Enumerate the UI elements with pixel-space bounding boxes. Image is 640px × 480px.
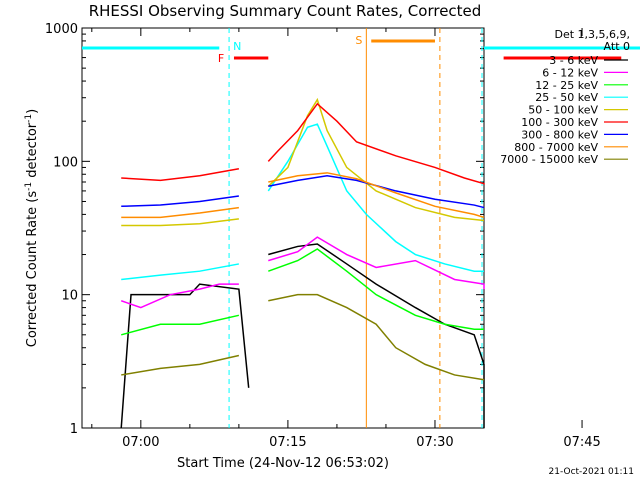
flare-flag-label: F bbox=[218, 52, 224, 65]
series-line bbox=[120, 283, 239, 309]
x-tick-label: 07:15 bbox=[269, 435, 306, 450]
legend-label: 50 - 100 keV bbox=[528, 104, 598, 117]
plot-frame bbox=[81, 27, 485, 429]
x-tick-label: 07:45 bbox=[563, 435, 600, 450]
chart-title: RHESSI Observing Summary Count Rates, Co… bbox=[89, 2, 482, 20]
night-flag-label: N bbox=[233, 40, 241, 53]
series-line bbox=[268, 236, 485, 290]
series-line bbox=[268, 172, 485, 219]
legend-header-2: Att 0 bbox=[604, 40, 630, 53]
legend-label: 100 - 300 keV bbox=[521, 116, 598, 129]
series-group bbox=[120, 97, 485, 429]
y-axis: 1 10 100 1000 bbox=[45, 22, 484, 437]
series-line bbox=[268, 293, 485, 381]
x-tick-label: 07:30 bbox=[416, 435, 453, 450]
y-label-part3: ) bbox=[25, 109, 40, 114]
series-line bbox=[268, 248, 484, 331]
y-tick-label: 10 bbox=[61, 289, 78, 304]
series-line bbox=[121, 167, 240, 182]
legend-label: 300 - 800 keV bbox=[521, 128, 598, 141]
series-line bbox=[267, 97, 485, 222]
series-line bbox=[267, 123, 484, 272]
legend-header-1: Det 1,3,5,6,9, bbox=[554, 28, 630, 41]
y-label-sup2: -1 bbox=[24, 114, 34, 123]
y-label-part1: Corrected Count Rate (s bbox=[25, 191, 40, 348]
x-axis-label: Start Time (24-Nov-12 06:53:02) bbox=[177, 456, 389, 471]
series-line bbox=[267, 102, 485, 185]
series-line bbox=[121, 195, 239, 208]
y-label-sup1: -1 bbox=[24, 182, 34, 191]
legend-label: 3 - 6 keV bbox=[549, 54, 598, 67]
legend-label: 6 - 12 keV bbox=[542, 66, 598, 79]
series-line bbox=[121, 206, 239, 219]
legend-label: 7000 - 15000 keV bbox=[500, 153, 598, 166]
y-tick-label: 1000 bbox=[45, 22, 78, 37]
status-flags: NF S bbox=[82, 28, 640, 428]
series-line bbox=[121, 263, 240, 281]
saa-flag-label: S bbox=[355, 34, 362, 47]
legend-label: 800 - 7000 keV bbox=[514, 141, 598, 154]
series-line bbox=[268, 243, 485, 428]
series-line bbox=[121, 354, 240, 376]
series-line bbox=[121, 218, 239, 227]
x-tick-label: 07:00 bbox=[122, 435, 159, 450]
legend-label: 25 - 50 keV bbox=[535, 91, 598, 104]
series-line bbox=[121, 314, 240, 336]
footer-date: 21-Oct-2021 01:11 bbox=[549, 467, 634, 477]
y-axis-label: Corrected Count Rate (s-1 detector-1) bbox=[24, 109, 40, 347]
series-line bbox=[120, 283, 250, 429]
y-label-part2: detector bbox=[25, 122, 40, 182]
y-tick-label: 100 bbox=[53, 155, 78, 170]
legend-label: 12 - 25 keV bbox=[535, 79, 598, 92]
y-tick-label: 1 bbox=[70, 422, 78, 437]
